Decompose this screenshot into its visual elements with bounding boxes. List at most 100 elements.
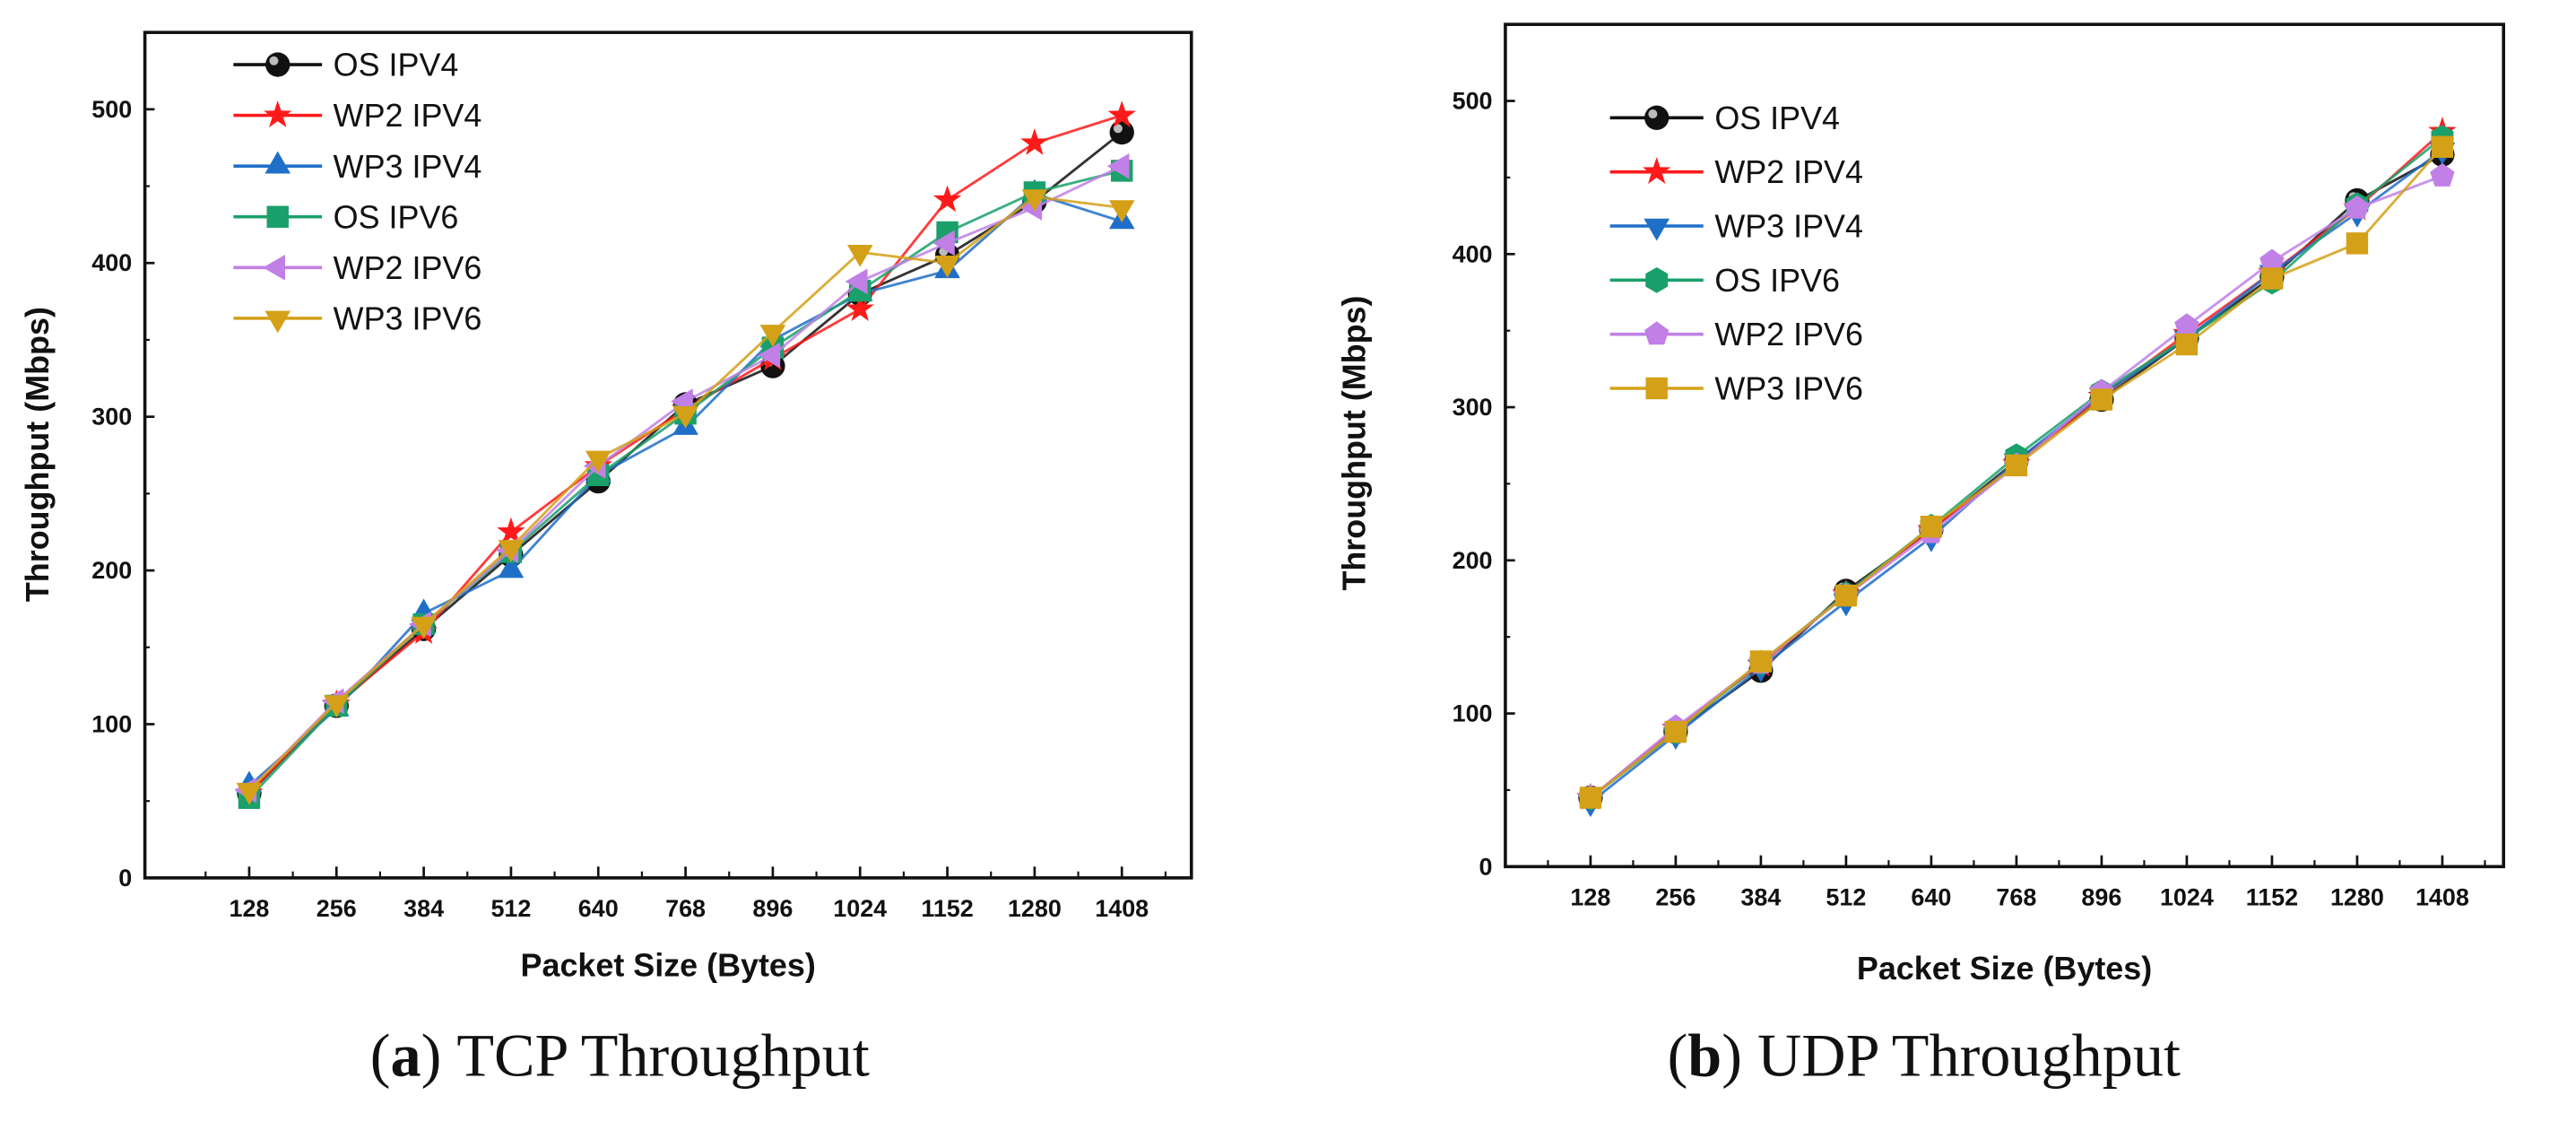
marker-shape: [1644, 218, 1670, 241]
star-marker: [932, 185, 962, 213]
square-marker: [1920, 516, 1943, 538]
marker-shape: [846, 245, 873, 267]
y-tick-label: 200: [1453, 547, 1493, 574]
caption-letter: a: [390, 1022, 421, 1090]
marker-shape: [1645, 377, 1668, 400]
square-marker: [2005, 454, 2028, 477]
marker-shape: [2174, 313, 2199, 337]
marker-shape: [323, 695, 350, 717]
square-marker: [2175, 333, 2199, 356]
x-tick-label: 1280: [1008, 895, 1062, 922]
legend-item: WP2 IPV6: [1609, 316, 1863, 352]
marker-shape: [411, 616, 437, 639]
marker-shape: [265, 310, 291, 334]
marker-shape: [2259, 248, 2285, 273]
legend-label: WP3 IPV6: [1714, 370, 1863, 407]
plot-frame: [1504, 22, 2505, 869]
triangle-up-marker: [265, 151, 291, 174]
marker-shape: [1642, 157, 1671, 185]
triangle-down-marker: [411, 616, 437, 639]
x-tick-label: 512: [1826, 883, 1866, 910]
legend-item: WP2 IPV4: [233, 97, 481, 134]
y-tick-label: 100: [1453, 700, 1493, 727]
marker-shape: [2175, 333, 2199, 356]
marker-shape: [1644, 321, 1670, 345]
x-tick-label: 768: [1996, 883, 2036, 910]
legend-label: OS IPV6: [1714, 262, 1840, 299]
legend-item: OS IPV6: [233, 198, 458, 235]
marker-shape: [498, 555, 525, 578]
marker-shape: [263, 255, 286, 281]
marker-shape: [2260, 267, 2284, 290]
legend-label: OS IPV4: [1714, 100, 1840, 136]
marker-shape: [932, 185, 962, 213]
marker-shape: [932, 230, 955, 256]
triangle-left-marker: [932, 230, 955, 256]
pentagon-marker: [1644, 321, 1670, 345]
x-tick-label: 1024: [833, 895, 887, 922]
x-tick-label: 128: [1570, 883, 1610, 910]
triangle-down-marker: [585, 450, 611, 474]
x-axis-label: Packet Size (Bytes): [1857, 950, 2152, 987]
marker-shape: [934, 256, 960, 278]
legend-item: WP3 IPV6: [233, 300, 481, 336]
legend-item: WP3 IPV6: [1609, 370, 1863, 407]
series-wp3-ipv6: [236, 189, 1135, 805]
triangle-down-marker: [1108, 200, 1135, 223]
marker-shape: [1107, 100, 1136, 128]
legend-item: OS IPV4: [233, 47, 458, 83]
x-tick-label: 384: [403, 895, 444, 922]
y-tick-label: 0: [1479, 853, 1493, 880]
marker-shape: [497, 517, 525, 544]
marker-shape: [2345, 195, 2370, 219]
marker-shape: [672, 405, 698, 429]
x-tick-label: 256: [317, 895, 357, 922]
series-wp2-ipv6: [1578, 162, 2455, 809]
triangle-down-marker: [1644, 218, 1670, 241]
marker-shape: [1644, 105, 1670, 130]
x-tick-label: 640: [1911, 883, 1951, 910]
legend-label: WP2 IPV4: [334, 97, 482, 134]
circle-marker: [1644, 105, 1670, 130]
y-tick-label: 200: [91, 557, 132, 584]
x-tick-label: 1152: [2246, 883, 2298, 910]
marker-shape: [846, 294, 874, 322]
circle-marker: [265, 52, 291, 77]
star-marker: [497, 517, 525, 544]
marker-shape: [1106, 152, 1130, 179]
marker-shape: [1109, 119, 1134, 145]
square-marker: [1664, 720, 1687, 743]
star-marker: [846, 294, 874, 322]
triangle-down-marker: [846, 245, 873, 267]
triangle-down-marker: [498, 540, 525, 562]
marker-shape: [264, 100, 292, 127]
triangle-down-marker: [1021, 189, 1048, 213]
square-marker: [1834, 584, 1858, 607]
marker-shape: [265, 52, 291, 77]
legend-label: WP3 IPV4: [334, 148, 482, 185]
y-tick-label: 400: [91, 249, 132, 276]
pentagon-marker: [2259, 248, 2285, 273]
x-tick-label: 896: [752, 895, 793, 922]
marker-shape: [1834, 584, 1858, 607]
x-tick-label: 1024: [2160, 883, 2214, 910]
udp-throughput-chart: Packet Size (Bytes) Throughput (Mbps) (b…: [1336, 22, 2505, 1090]
x-tick-label: 1408: [2416, 883, 2469, 910]
y-tick-label: 400: [1453, 240, 1493, 267]
marker-shape: [758, 342, 781, 369]
marker-highlight: [269, 56, 279, 65]
y-tick-label: 500: [91, 96, 132, 123]
y-tick-label: 300: [1453, 394, 1493, 421]
triangle-down-marker: [759, 325, 786, 347]
square-marker: [2090, 388, 2113, 411]
caption: (b) UDP Throughput: [1668, 1022, 2181, 1090]
legend-label: WP2 IPV6: [1714, 316, 1863, 352]
marker-shape: [2005, 454, 2028, 477]
marker-shape: [236, 782, 263, 805]
square-marker: [266, 205, 289, 228]
legend-item: WP2 IPV4: [1609, 153, 1863, 190]
marker-shape: [2346, 232, 2369, 255]
triangle-down-marker: [672, 405, 698, 429]
square-marker: [2346, 232, 2369, 255]
square-marker: [2431, 135, 2454, 158]
